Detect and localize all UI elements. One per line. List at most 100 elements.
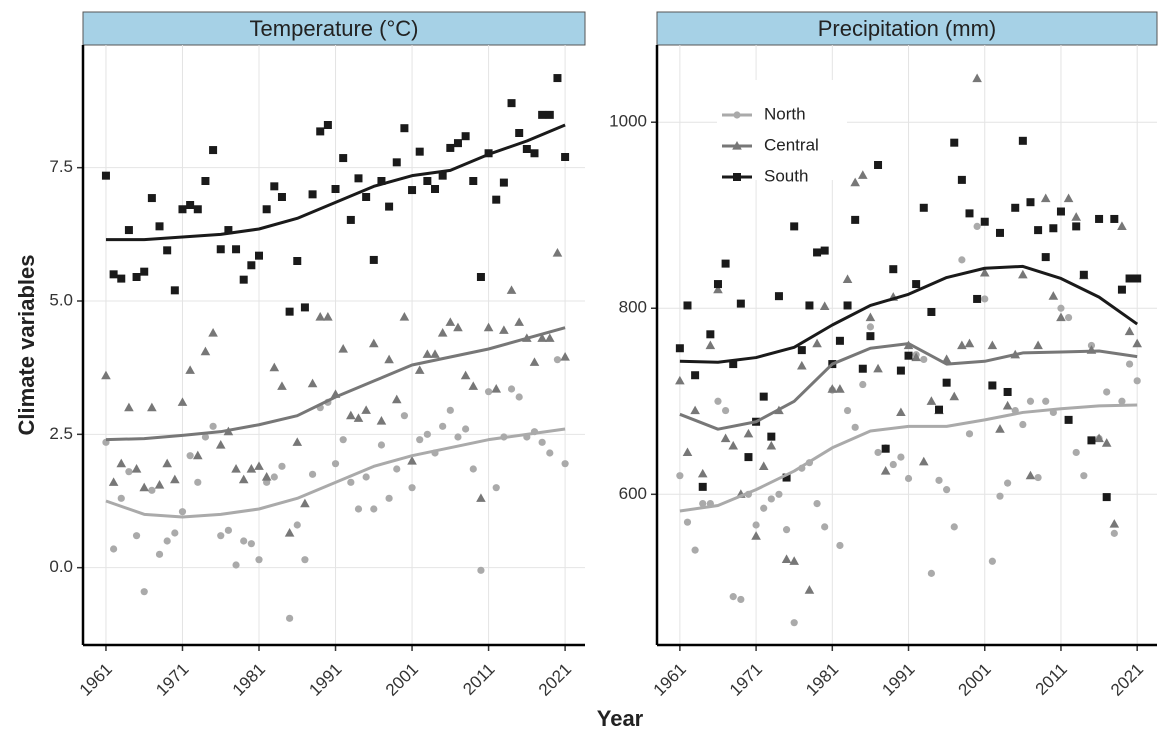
x-tick-label: 2001 [955,660,995,700]
point [943,486,951,494]
point [377,441,386,449]
point [713,280,722,289]
point [683,301,692,310]
point [347,478,355,486]
point [866,332,875,341]
point [797,360,807,370]
point [835,336,844,345]
point [941,354,952,364]
point [192,450,203,460]
point [1057,304,1065,312]
point [110,545,118,553]
point [400,412,409,420]
point [147,194,156,203]
point [935,405,944,414]
legend-label: Central [764,135,819,154]
trend-line [679,403,1138,513]
point [278,462,286,470]
x-tick-label: 2001 [382,660,422,700]
point [1063,193,1074,203]
point [431,185,440,193]
point [453,139,462,148]
point [315,312,326,321]
point [415,147,424,156]
point [284,528,295,537]
point [751,531,761,540]
facet-title: Temperature (°C) [250,16,419,41]
point [1133,274,1142,283]
point [1056,312,1066,322]
point [912,280,921,289]
point [995,424,1005,433]
point [819,301,830,310]
point [972,73,982,83]
point [705,340,716,350]
point [109,270,118,279]
point [468,381,479,390]
point [292,437,303,446]
point [423,430,431,438]
point [331,185,340,193]
point [553,356,562,364]
x-axis-title: Year [597,706,644,731]
point [308,190,317,199]
point [437,328,448,337]
point [842,274,853,284]
point [714,397,722,405]
point [1064,415,1073,424]
point [1124,326,1135,336]
y-tick-label: 0.0 [49,557,73,576]
x-tick-label: 1961 [650,660,690,700]
point [752,521,760,529]
x-tick-label: 1971 [152,660,192,700]
point [499,325,509,334]
point [155,222,164,231]
point [675,344,684,353]
point [178,508,187,516]
point [880,466,891,475]
point [108,477,119,486]
point [874,448,882,457]
point [957,340,967,350]
point [339,154,348,163]
x-tick-label: 1981 [802,660,842,700]
point [301,556,309,564]
point [691,546,699,554]
point [515,129,524,137]
point [170,286,179,295]
point [362,193,371,201]
y-tick-label: 5.0 [49,290,73,309]
x-tick-label: 2021 [535,660,575,700]
point [460,370,471,380]
point [255,251,264,260]
point [530,149,539,158]
point [231,464,241,473]
point [927,307,936,316]
point [538,438,546,446]
point [430,349,440,358]
point [1033,340,1043,350]
point [1018,136,1027,145]
point [492,195,501,204]
point [247,261,256,270]
point [804,585,815,594]
point [1019,420,1027,429]
point [148,486,156,494]
point [736,299,745,308]
point [721,406,730,415]
point [873,363,883,373]
point [987,340,998,350]
point [676,472,684,480]
point [858,364,867,373]
point [1026,397,1035,405]
point [1087,436,1096,445]
point [682,447,693,457]
point [216,245,225,254]
point [307,378,318,388]
point [132,273,141,281]
point [797,346,806,355]
point [691,371,700,380]
point [1056,207,1065,216]
